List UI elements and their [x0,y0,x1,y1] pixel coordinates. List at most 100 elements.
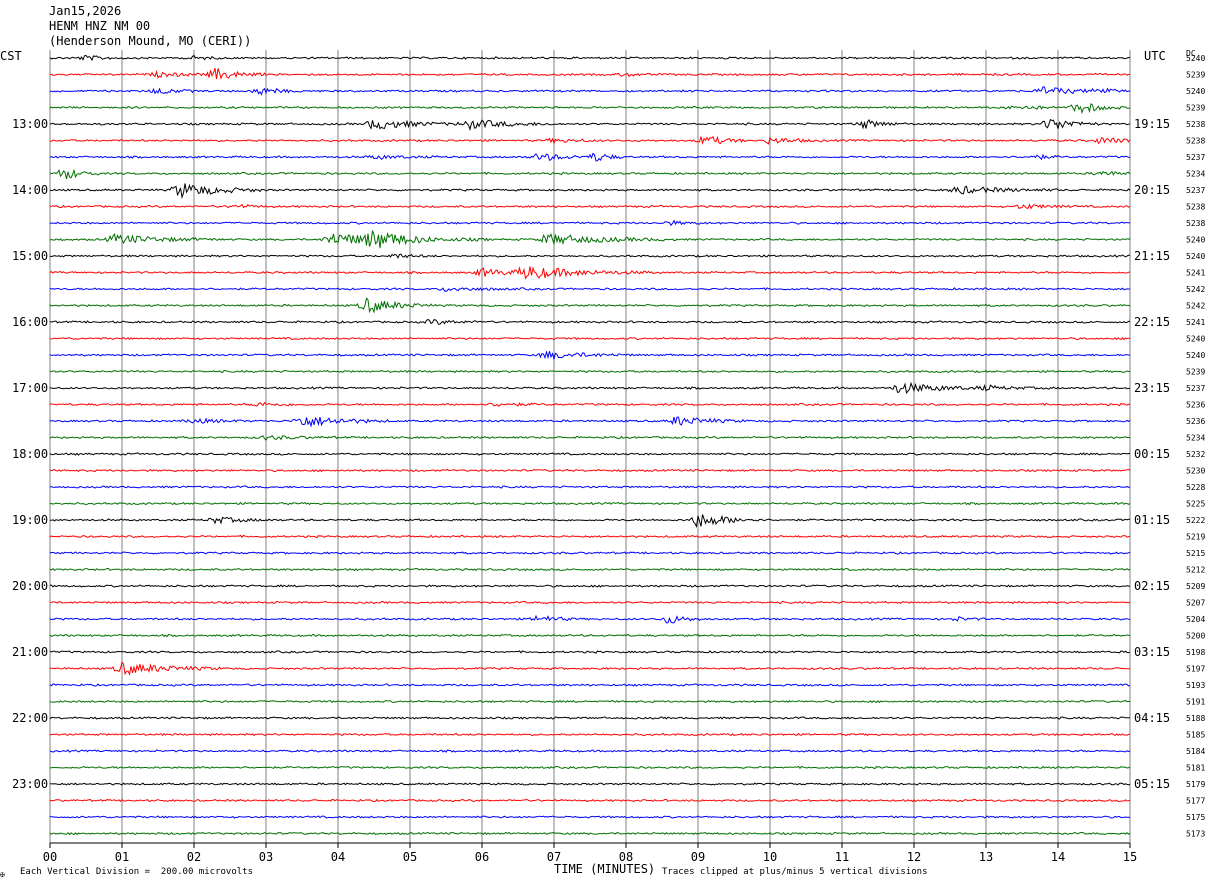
seismic-trace [49,168,1131,180]
dc-offset-label: 5204 [1186,615,1205,624]
seismic-trace [49,633,1131,638]
cst-hour-label: 13:00 [12,117,48,131]
cst-hour-label: 14:00 [12,183,48,197]
cst-hour-label: 15:00 [12,249,48,263]
seismic-trace [49,336,1130,341]
dc-offset-label: 5191 [1186,698,1205,707]
dc-offset-labels: 5240 5239 5240 5239 5238 5238 5237 5234 5237 5238… [1186,54,1205,839]
dc-offset-label: 5228 [1186,483,1205,492]
dc-offset-label: 5185 [1186,731,1205,740]
utc-hour-label: 19:15 [1134,117,1170,131]
dc-offset-label: 5222 [1186,516,1205,525]
dc-offset-label: 5184 [1186,747,1205,756]
dc-offset-label: 5238 [1186,203,1205,212]
x-tick-label: 04 [331,850,345,864]
seismic-trace [49,287,1131,292]
seismic-trace [49,183,1131,200]
seismic-trace [49,584,1131,588]
dc-offset-label: 5239 [1186,104,1205,113]
dc-offset-label: 5225 [1186,500,1205,509]
dc-offset-label: 5240 [1186,351,1205,360]
dc-offset-label: 5173 [1186,830,1205,839]
x-tick-label: 11 [835,850,849,864]
seismic-trace [49,468,1131,473]
x-tick-label: 02 [187,850,201,864]
seismic-trace [49,567,1131,572]
dc-offset-label: 5241 [1186,318,1205,327]
dc-offset-label: 5237 [1186,384,1205,393]
seismic-trace [49,716,1131,720]
header-station: HENM HNZ NM 00 [49,19,151,33]
dc-offset-label: 5212 [1186,566,1205,575]
dc-offset-label: 5238 [1186,120,1205,129]
dc-offset-label: 5207 [1186,599,1205,608]
x-tick-label: 10 [763,850,777,864]
utc-hour-label: 02:15 [1134,579,1170,593]
seismic-trace [49,661,1131,676]
clip-note: Traces clipped at plus/minus 5 vertical … [662,867,928,877]
dc-offset-label: 5242 [1186,285,1205,294]
dc-offset-label: 5181 [1186,764,1205,773]
seismic-trace [49,551,1131,555]
cst-hour-label: 19:00 [12,513,48,527]
seismic-trace [49,103,1131,115]
dc-offset-label: 5241 [1186,269,1205,278]
utc-hour-label: 23:15 [1134,381,1170,395]
seismic-trace [49,815,1131,819]
corner-mark-icon: ✠ [0,870,5,879]
seismic-trace [49,650,1131,654]
cst-hour-label: 18:00 [12,447,48,461]
seismic-trace [49,381,1131,395]
cst-hour-label: 22:00 [12,711,48,725]
seismic-trace [49,266,1131,280]
seismic-trace [49,501,1131,506]
seismic-trace [49,67,1130,80]
x-axis-label: TIME (MINUTES) [554,862,656,876]
dc-offset-label: 5200 [1186,632,1205,641]
x-tick-label: 03 [259,850,273,864]
utc-hour-label: 22:15 [1134,315,1170,329]
x-tick-label: 01 [115,850,129,864]
x-tick-label: 00 [43,850,57,864]
seismic-trace [49,452,1131,456]
utc-hour-label: 03:15 [1134,645,1170,659]
dc-offset-label: 5175 [1186,813,1205,822]
seismic-trace [49,831,1131,836]
dc-offset-label: 5234 [1186,434,1205,443]
x-tick-label: 05 [403,850,417,864]
seismic-trace [49,297,1131,314]
cst-hour-label: 16:00 [12,315,48,329]
seismic-trace [49,54,1131,62]
seismic-trace [49,318,1130,325]
seismic-trace [49,369,1130,374]
seismic-trace [49,798,1131,803]
seismic-trace [49,614,1131,624]
seismic-traces [49,54,1131,836]
seismic-trace [49,514,1130,528]
cst-hour-label: 17:00 [12,381,48,395]
scale-note: Each Vertical Division = 200.00 microvol… [20,867,253,877]
seismic-trace [50,600,1131,605]
seismic-trace [49,416,1131,428]
seismic-trace [49,401,1131,407]
dc-offset-label: 5242 [1186,302,1205,311]
dc-offset-label: 5239 [1186,71,1205,80]
dc-offset-label: 5193 [1186,681,1205,690]
time-grid [49,50,1131,844]
dc-offset-label: 5238 [1186,219,1205,228]
x-tick-label: 06 [475,850,489,864]
utc-hour-label: 20:15 [1134,183,1170,197]
header-location: (Henderson Mound, MO (CERI)) [49,34,252,48]
seismic-trace [49,86,1131,96]
utc-hour-label: 00:15 [1134,447,1170,461]
seismic-trace [49,683,1131,687]
seismic-trace [49,350,1131,361]
seismic-trace [49,765,1131,770]
seismic-trace [49,230,1131,249]
dc-offset-label: 5236 [1186,401,1205,410]
dc-offset-label: 5239 [1186,368,1205,377]
dc-offset-label: 5177 [1186,797,1205,806]
header-date: Jan15,2026 [49,4,122,18]
x-tick-label: 15 [1123,850,1137,864]
dc-offset-label: 5240 [1186,87,1205,96]
